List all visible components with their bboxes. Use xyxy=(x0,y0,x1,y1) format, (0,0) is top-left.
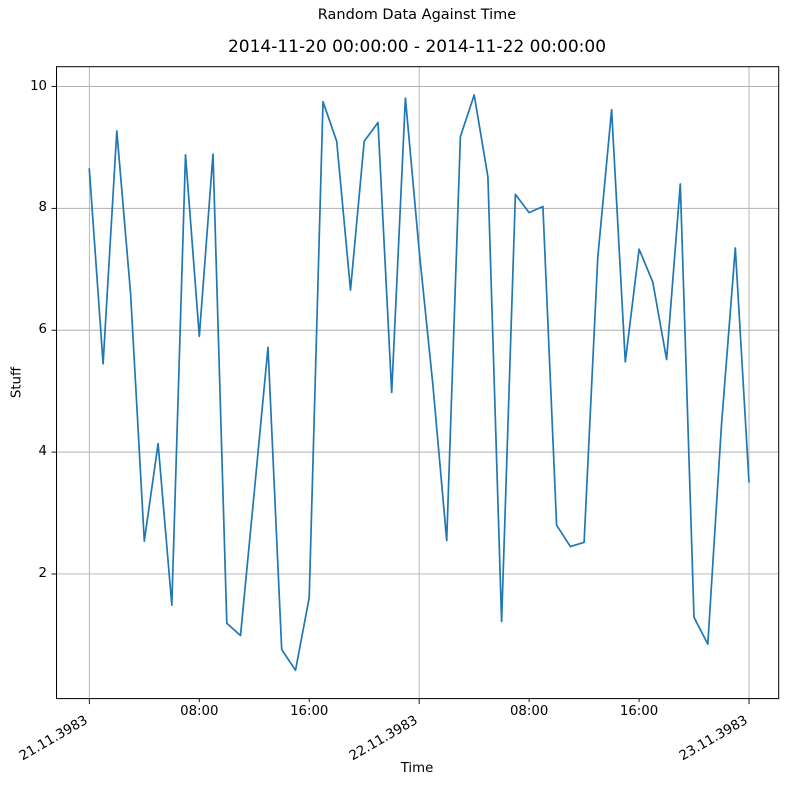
x-tick-label-hour: 08:00 xyxy=(509,703,549,719)
x-axis-label: Time xyxy=(400,761,434,776)
y-tick-label: 8 xyxy=(38,200,47,216)
y-tick-label: 10 xyxy=(30,78,47,94)
axes-subtitle: 2014-11-20 00:00:00 - 2014-11-22 00:00:0… xyxy=(227,37,607,57)
axes-spines xyxy=(56,66,780,700)
x-tick-label-hour: 16:00 xyxy=(290,703,329,719)
x-tick-label-hour: 16:00 xyxy=(619,703,659,719)
y-axis-label: Stuff xyxy=(9,366,25,399)
y-tick-label: 6 xyxy=(38,322,47,338)
figure-title: Random Data Against Time xyxy=(317,7,517,23)
data-line xyxy=(88,94,750,672)
x-tick-label-hour: 08:00 xyxy=(180,703,219,719)
y-tick-label: 2 xyxy=(38,565,47,581)
y-tick-label: 4 xyxy=(38,444,47,460)
